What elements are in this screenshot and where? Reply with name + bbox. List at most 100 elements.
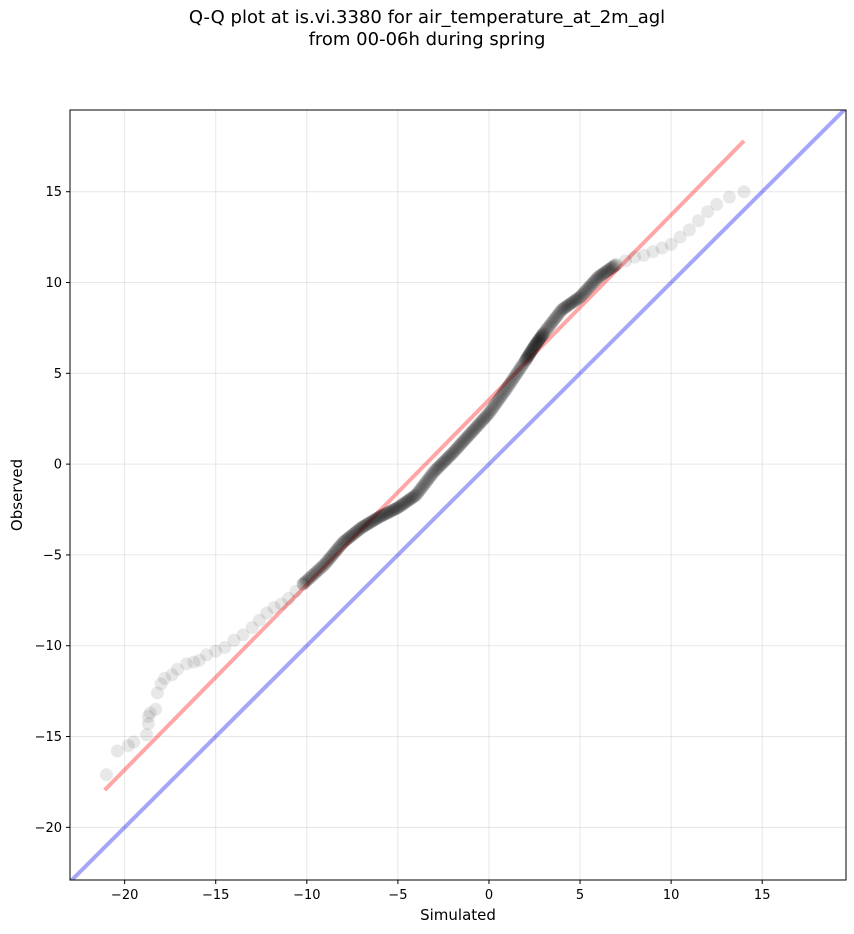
data-point xyxy=(664,237,678,251)
data-point xyxy=(569,293,583,307)
data-point xyxy=(340,532,354,546)
data-point xyxy=(360,518,374,532)
data-point xyxy=(371,511,385,525)
data-point xyxy=(99,768,113,782)
data-point xyxy=(436,455,450,469)
y-tick-label: 0 xyxy=(54,458,62,473)
data-point xyxy=(593,269,607,283)
data-point xyxy=(187,655,201,669)
data-point xyxy=(604,261,618,275)
data-point xyxy=(537,326,551,340)
data-point xyxy=(439,453,453,467)
data-point xyxy=(459,432,473,446)
data-point xyxy=(364,515,378,529)
data-point xyxy=(494,390,508,404)
data-point xyxy=(492,392,506,406)
y-tick-label: −20 xyxy=(35,821,62,836)
data-point xyxy=(587,274,601,288)
data-point xyxy=(401,493,415,507)
data-point xyxy=(377,508,391,522)
data-point xyxy=(362,516,376,530)
data-point xyxy=(306,568,320,582)
data-point xyxy=(586,276,600,290)
data-point xyxy=(531,335,545,349)
x-tick-label: −20 xyxy=(111,888,138,903)
data-point xyxy=(655,241,669,255)
data-point xyxy=(451,441,465,455)
data-point xyxy=(154,677,168,691)
data-point xyxy=(514,359,528,373)
data-point xyxy=(449,442,463,456)
data-point xyxy=(452,439,466,453)
data-point xyxy=(532,333,546,347)
data-point xyxy=(395,498,409,512)
data-point xyxy=(583,279,597,293)
data-point xyxy=(403,493,417,507)
data-point xyxy=(528,338,542,352)
data-point xyxy=(609,257,623,271)
data-point xyxy=(296,577,310,591)
data-point xyxy=(543,318,557,332)
data-point xyxy=(517,356,531,370)
data-point xyxy=(405,491,419,505)
data-point xyxy=(347,527,361,541)
fit-line xyxy=(103,139,746,792)
data-point xyxy=(351,524,365,538)
data-point xyxy=(585,277,599,291)
data-point xyxy=(469,421,483,435)
data-point xyxy=(325,549,339,563)
data-point xyxy=(534,330,548,344)
data-point xyxy=(408,489,422,503)
data-point xyxy=(335,537,349,551)
data-point xyxy=(366,514,380,528)
x-tick-label: −15 xyxy=(202,888,229,903)
data-point xyxy=(563,297,577,311)
data-point xyxy=(180,657,194,671)
data-point xyxy=(646,245,660,259)
data-point xyxy=(426,466,440,480)
data-point xyxy=(391,501,405,515)
data-point xyxy=(457,433,471,447)
data-point xyxy=(446,446,460,460)
data-point xyxy=(525,343,539,357)
data-point xyxy=(559,300,573,314)
x-tick-label: −10 xyxy=(293,888,320,903)
data-point xyxy=(603,262,617,276)
data-point xyxy=(531,334,545,348)
data-point xyxy=(383,505,397,519)
data-point xyxy=(354,521,368,535)
y-tick-label: −10 xyxy=(35,639,62,654)
data-point xyxy=(417,478,431,492)
data-point xyxy=(396,497,410,511)
data-point xyxy=(519,353,533,367)
x-tick-label: 5 xyxy=(576,888,584,903)
data-point xyxy=(236,628,250,642)
data-point xyxy=(338,534,352,548)
data-point xyxy=(440,451,454,465)
data-point xyxy=(192,653,206,667)
data-point xyxy=(307,567,321,581)
data-point xyxy=(607,259,621,273)
data-point xyxy=(165,668,179,682)
data-point xyxy=(462,428,476,442)
data-point xyxy=(331,541,345,555)
data-point xyxy=(456,435,470,449)
data-point xyxy=(399,495,413,509)
data-point xyxy=(475,413,489,427)
data-point xyxy=(149,702,163,716)
data-point xyxy=(570,292,584,306)
data-point xyxy=(374,509,388,523)
data-point xyxy=(529,336,543,350)
data-point xyxy=(442,450,456,464)
data-point xyxy=(344,529,358,543)
data-point xyxy=(598,266,612,280)
data-point xyxy=(386,503,400,517)
data-point xyxy=(296,577,310,591)
data-point xyxy=(327,546,341,560)
data-point xyxy=(388,502,402,516)
data-point xyxy=(548,311,562,325)
data-point xyxy=(637,248,651,262)
data-point xyxy=(722,190,736,204)
data-point xyxy=(121,739,135,753)
data-point xyxy=(600,264,614,278)
